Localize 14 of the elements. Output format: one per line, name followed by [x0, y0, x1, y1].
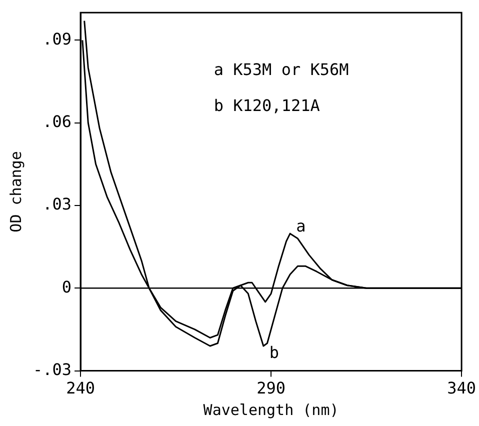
y-tick-label: -.03: [33, 360, 72, 379]
annotation: a K53M or K56M: [214, 60, 349, 79]
annotation: b: [269, 343, 280, 362]
y-tick-label: 0: [62, 277, 72, 296]
x-tick-label: 240: [66, 378, 95, 398]
x-tick-label: 340: [447, 378, 476, 398]
annotation: a: [296, 216, 306, 236]
y-tick-label: .03: [42, 194, 72, 214]
x-tick-label: 290: [256, 378, 286, 398]
y-axis-title: OD change: [6, 151, 25, 232]
y-tick-label: .09: [42, 29, 72, 48]
y-tick-label: .06: [42, 112, 72, 131]
annotation: b K120,121A: [214, 96, 320, 115]
x-axis-title: Wavelength (nm): [203, 400, 339, 419]
